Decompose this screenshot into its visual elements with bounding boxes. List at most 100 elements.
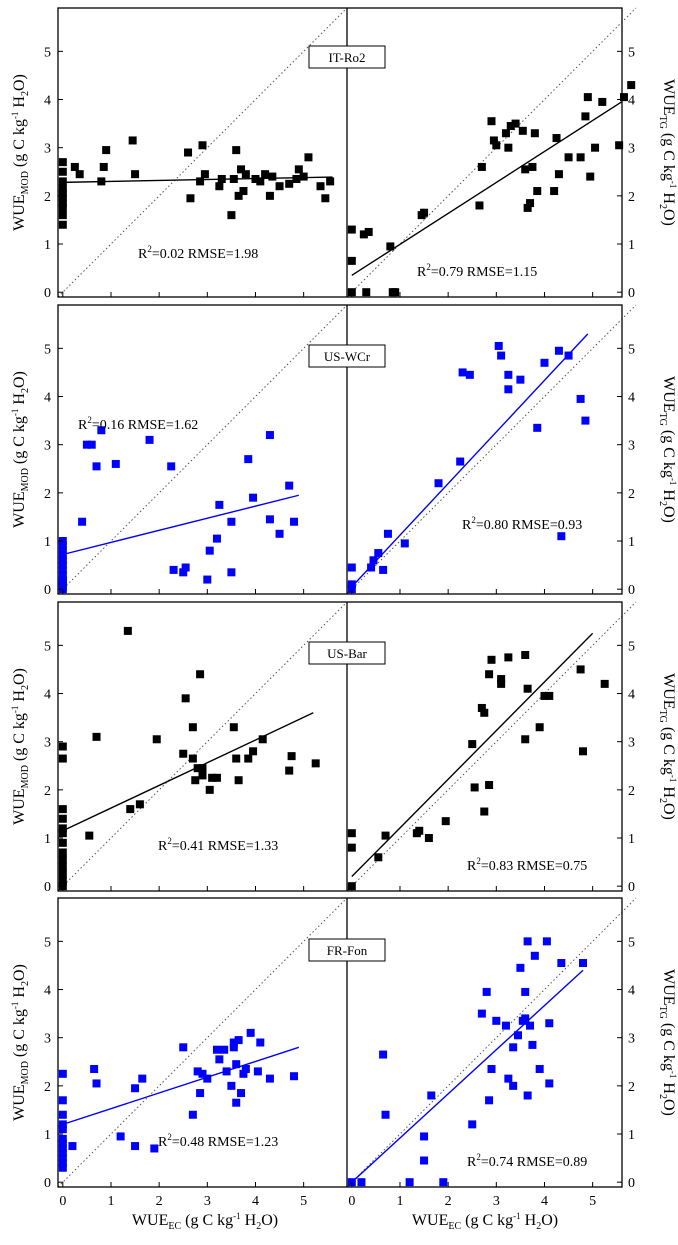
x-tick-label: 5 xyxy=(589,1194,596,1209)
panel-us-bar-mod: R2=0.41 RMSE=1.33 0 1 2 3 4 5 xyxy=(44,601,348,895)
data-point xyxy=(521,650,530,659)
data-point xyxy=(123,626,132,635)
data-point xyxy=(523,684,532,693)
data-point xyxy=(249,493,258,502)
data-point xyxy=(526,1021,535,1030)
y-tick-label: 0 xyxy=(44,583,51,598)
data-point xyxy=(275,182,284,191)
data-point xyxy=(78,517,87,526)
data-point xyxy=(557,532,566,541)
data-point xyxy=(583,93,592,102)
data-point xyxy=(468,740,477,749)
data-point xyxy=(85,831,94,840)
data-point xyxy=(364,227,373,236)
data-point xyxy=(234,776,243,785)
y-tick-label: 2 xyxy=(44,487,51,502)
y-tick-label: 3 xyxy=(44,439,51,454)
data-point xyxy=(347,580,356,589)
data-point xyxy=(504,653,513,662)
data-point xyxy=(285,766,294,775)
y-axis-label-left: WUEMOD (g C kg-1 H2O) xyxy=(10,371,31,528)
data-point xyxy=(475,201,484,210)
y-tick-label: 5 xyxy=(628,45,635,60)
data-point xyxy=(598,97,607,106)
y-tick-label: 4 xyxy=(44,984,51,999)
regression-line xyxy=(62,712,314,832)
data-point xyxy=(152,735,161,744)
data-point xyxy=(58,220,67,229)
x-tick-label: 0 xyxy=(59,1194,66,1209)
data-point xyxy=(347,563,356,572)
data-point xyxy=(58,184,67,193)
y-tick-label: 3 xyxy=(44,736,51,751)
data-point xyxy=(58,167,67,176)
site-label: FR-Fon xyxy=(327,943,368,958)
data-point xyxy=(58,541,67,550)
data-point xyxy=(477,703,486,712)
data-point xyxy=(477,162,486,171)
data-point xyxy=(316,182,325,191)
data-point xyxy=(285,179,294,188)
data-point xyxy=(58,1125,67,1134)
data-point xyxy=(220,1045,229,1054)
data-point xyxy=(554,346,563,355)
data-point xyxy=(111,459,120,468)
data-point xyxy=(347,843,356,852)
data-point xyxy=(458,368,467,377)
data-point xyxy=(530,129,539,138)
stats-annotation: R2=0.80 RMSE=0.93 xyxy=(462,515,582,533)
stats-annotation: R2=0.16 RMSE=1.62 xyxy=(78,415,198,433)
data-point xyxy=(550,187,559,196)
data-point xyxy=(326,177,335,186)
data-point xyxy=(557,959,566,968)
data-point xyxy=(511,119,520,128)
data-point xyxy=(292,174,301,183)
data-point xyxy=(480,708,489,717)
stats-annotation: R2=0.74 RMSE=0.89 xyxy=(467,1152,587,1170)
data-point xyxy=(501,129,510,138)
x-tick-label: 3 xyxy=(493,1194,500,1209)
data-point xyxy=(181,563,190,572)
y-tick-label: 4 xyxy=(628,984,635,999)
y-tick-label: 0 xyxy=(628,880,635,895)
data-point xyxy=(501,1021,510,1030)
y-tick-label: 3 xyxy=(628,1032,635,1047)
site-label-box xyxy=(308,344,386,368)
data-point xyxy=(212,773,221,782)
data-point xyxy=(58,1163,67,1172)
data-point xyxy=(58,551,67,560)
y-tick-label: 5 xyxy=(44,45,51,60)
y-axis-label-left: WUEMOD (g C kg-1 H2O) xyxy=(10,668,31,825)
data-point xyxy=(311,759,320,768)
data-point xyxy=(420,1156,429,1165)
data-point xyxy=(246,1028,255,1037)
data-point xyxy=(523,937,532,946)
data-point xyxy=(540,691,549,700)
data-point xyxy=(99,162,108,171)
data-point xyxy=(504,143,513,152)
data-point xyxy=(253,1067,262,1076)
data-point xyxy=(287,752,296,761)
data-point xyxy=(261,170,270,179)
data-point xyxy=(58,870,67,879)
data-point xyxy=(58,855,67,864)
y-tick-label: 2 xyxy=(44,1080,51,1095)
data-point xyxy=(581,112,590,121)
y-tick-label: 4 xyxy=(44,391,51,406)
data-point xyxy=(237,1089,246,1098)
data-point xyxy=(196,670,205,679)
one-to-one-line xyxy=(57,601,348,892)
row-frame-1: IT-Ro2 WUEMOD (g C kg-1 H2O) WUETG (g C kg… xyxy=(10,7,678,298)
data-point xyxy=(530,951,539,960)
data-point xyxy=(521,165,530,174)
data-point xyxy=(627,81,636,90)
data-point xyxy=(321,194,330,203)
data-point xyxy=(256,177,265,186)
x-tick-label: 1 xyxy=(107,1194,114,1209)
data-point xyxy=(227,211,236,220)
data-point xyxy=(234,191,243,200)
data-point xyxy=(241,170,250,179)
data-point xyxy=(58,199,67,208)
data-point xyxy=(347,225,356,234)
data-point xyxy=(198,771,207,780)
